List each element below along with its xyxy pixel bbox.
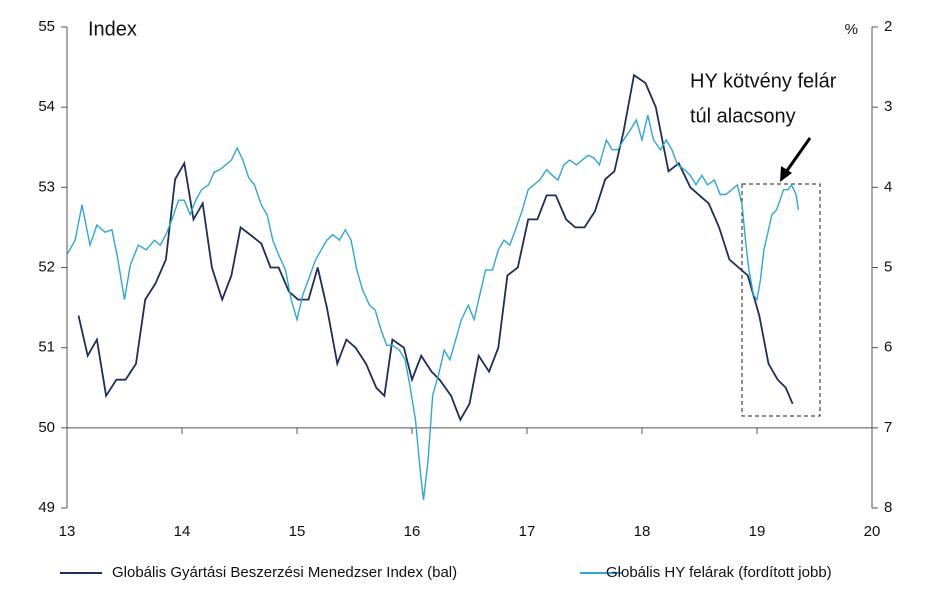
y-tick-label: 54 [38,98,55,115]
arrow-head [780,166,792,182]
y2-unit: % [845,21,858,38]
series-line [66,115,800,501]
y-tick-label: 51 [38,339,55,356]
y2-tick-label: 8 [884,499,892,516]
y2-tick-label: 4 [884,178,892,195]
annotation-arrow [784,137,812,173]
x-tick-label: 17 [519,523,536,540]
y-tick-label: 50 [38,419,55,436]
x-tick-label: 15 [289,523,306,540]
highlight-box [741,183,821,417]
y2-tick-label: 2 [884,18,892,35]
x-tick-label: 20 [864,523,881,540]
chart-title: Index [88,18,137,40]
legend-label: Globális Gyártási Beszerzési Menedzser I… [112,564,457,581]
y2-tick-label: 3 [884,98,892,115]
y-tick-label: 55 [38,18,55,35]
y-tick-label: 53 [38,178,55,195]
annotation: túl alacsony [690,105,796,127]
legend-label: Globális HY felárak (fordított jobb) [606,564,832,581]
x-tick-label: 18 [634,523,651,540]
y-tick-label: 52 [38,258,55,275]
annotation: HY kötvény felár [690,70,837,92]
y2-tick-label: 6 [884,339,892,356]
x-tick-label: 14 [174,523,191,540]
y2-tick-label: 7 [884,419,892,436]
x-tick-label: 16 [404,523,421,540]
y2-tick-label: 5 [884,258,892,275]
series-line [77,73,794,422]
x-tick-label: 19 [749,523,766,540]
y-tick-label: 49 [38,499,55,516]
x-tick-label: 13 [59,523,76,540]
